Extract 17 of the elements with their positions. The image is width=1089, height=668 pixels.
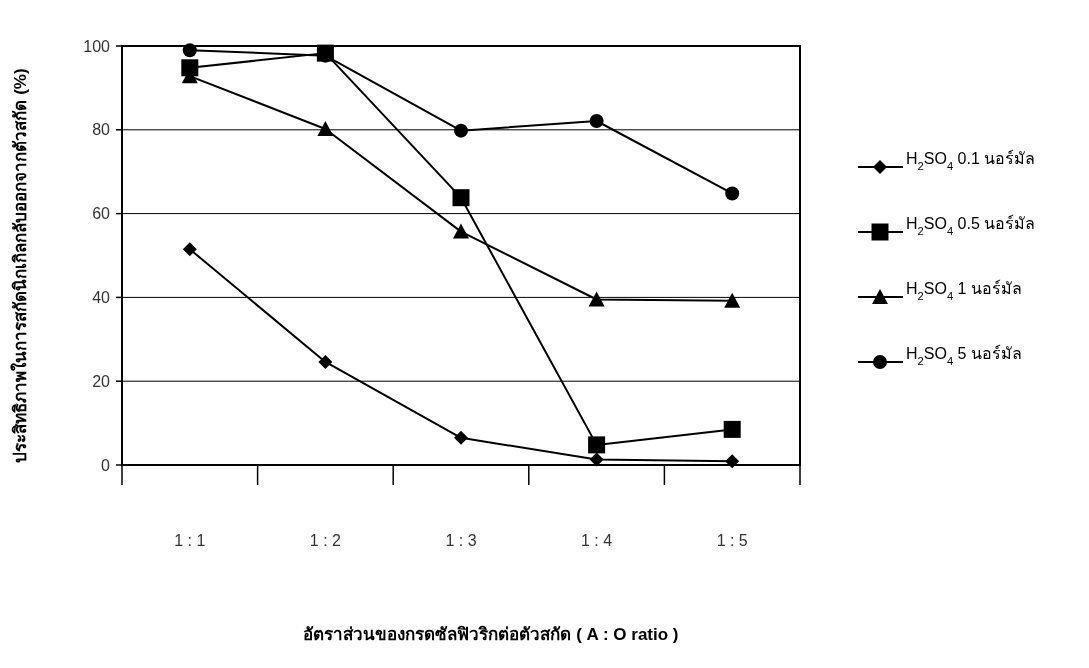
x-tick-label: 1 : 5 [716,531,748,549]
x-tick-label: 1 : 2 [309,531,342,549]
y-tick-label: 60 [92,205,111,223]
y-tick-label: 80 [92,121,111,139]
legend-label: H$_{2}$SO$_{4}$ 0.1 นอร์มัล [906,149,1036,172]
y-tick-label: 100 [83,37,111,55]
x-tick-label: 1 : 4 [581,531,613,549]
y-tick-label: 0 [101,456,111,474]
y-tick-label: 20 [92,372,111,390]
x-tick-label: 1 : 3 [445,531,477,549]
y-axis-title: ประสิทธิภาพในการสกัดนิกเกิลกลับออกจากตัวสกัด (%) [10,68,30,463]
x-tick-label: 1 : 1 [174,531,206,549]
legend-label: H$_{2}$SO$_{4}$ 5 นอร์มัล [906,344,1022,367]
y-tick-label: 40 [92,288,111,306]
x-axis-title: อัตราส่วนของกรดซัลฟิวริกต่อตัวสกัด ( A : O ratio ) [303,625,679,644]
legend-label: H$_{2}$SO$_{4}$ 1 นอร์มัล [906,279,1022,302]
legend-label: H$_{2}$SO$_{4}$ 0.5 นอร์มัล [906,214,1036,237]
